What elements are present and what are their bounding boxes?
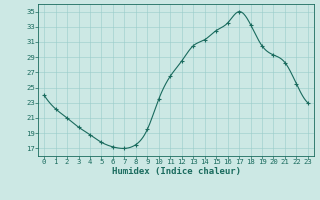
- X-axis label: Humidex (Indice chaleur): Humidex (Indice chaleur): [111, 167, 241, 176]
